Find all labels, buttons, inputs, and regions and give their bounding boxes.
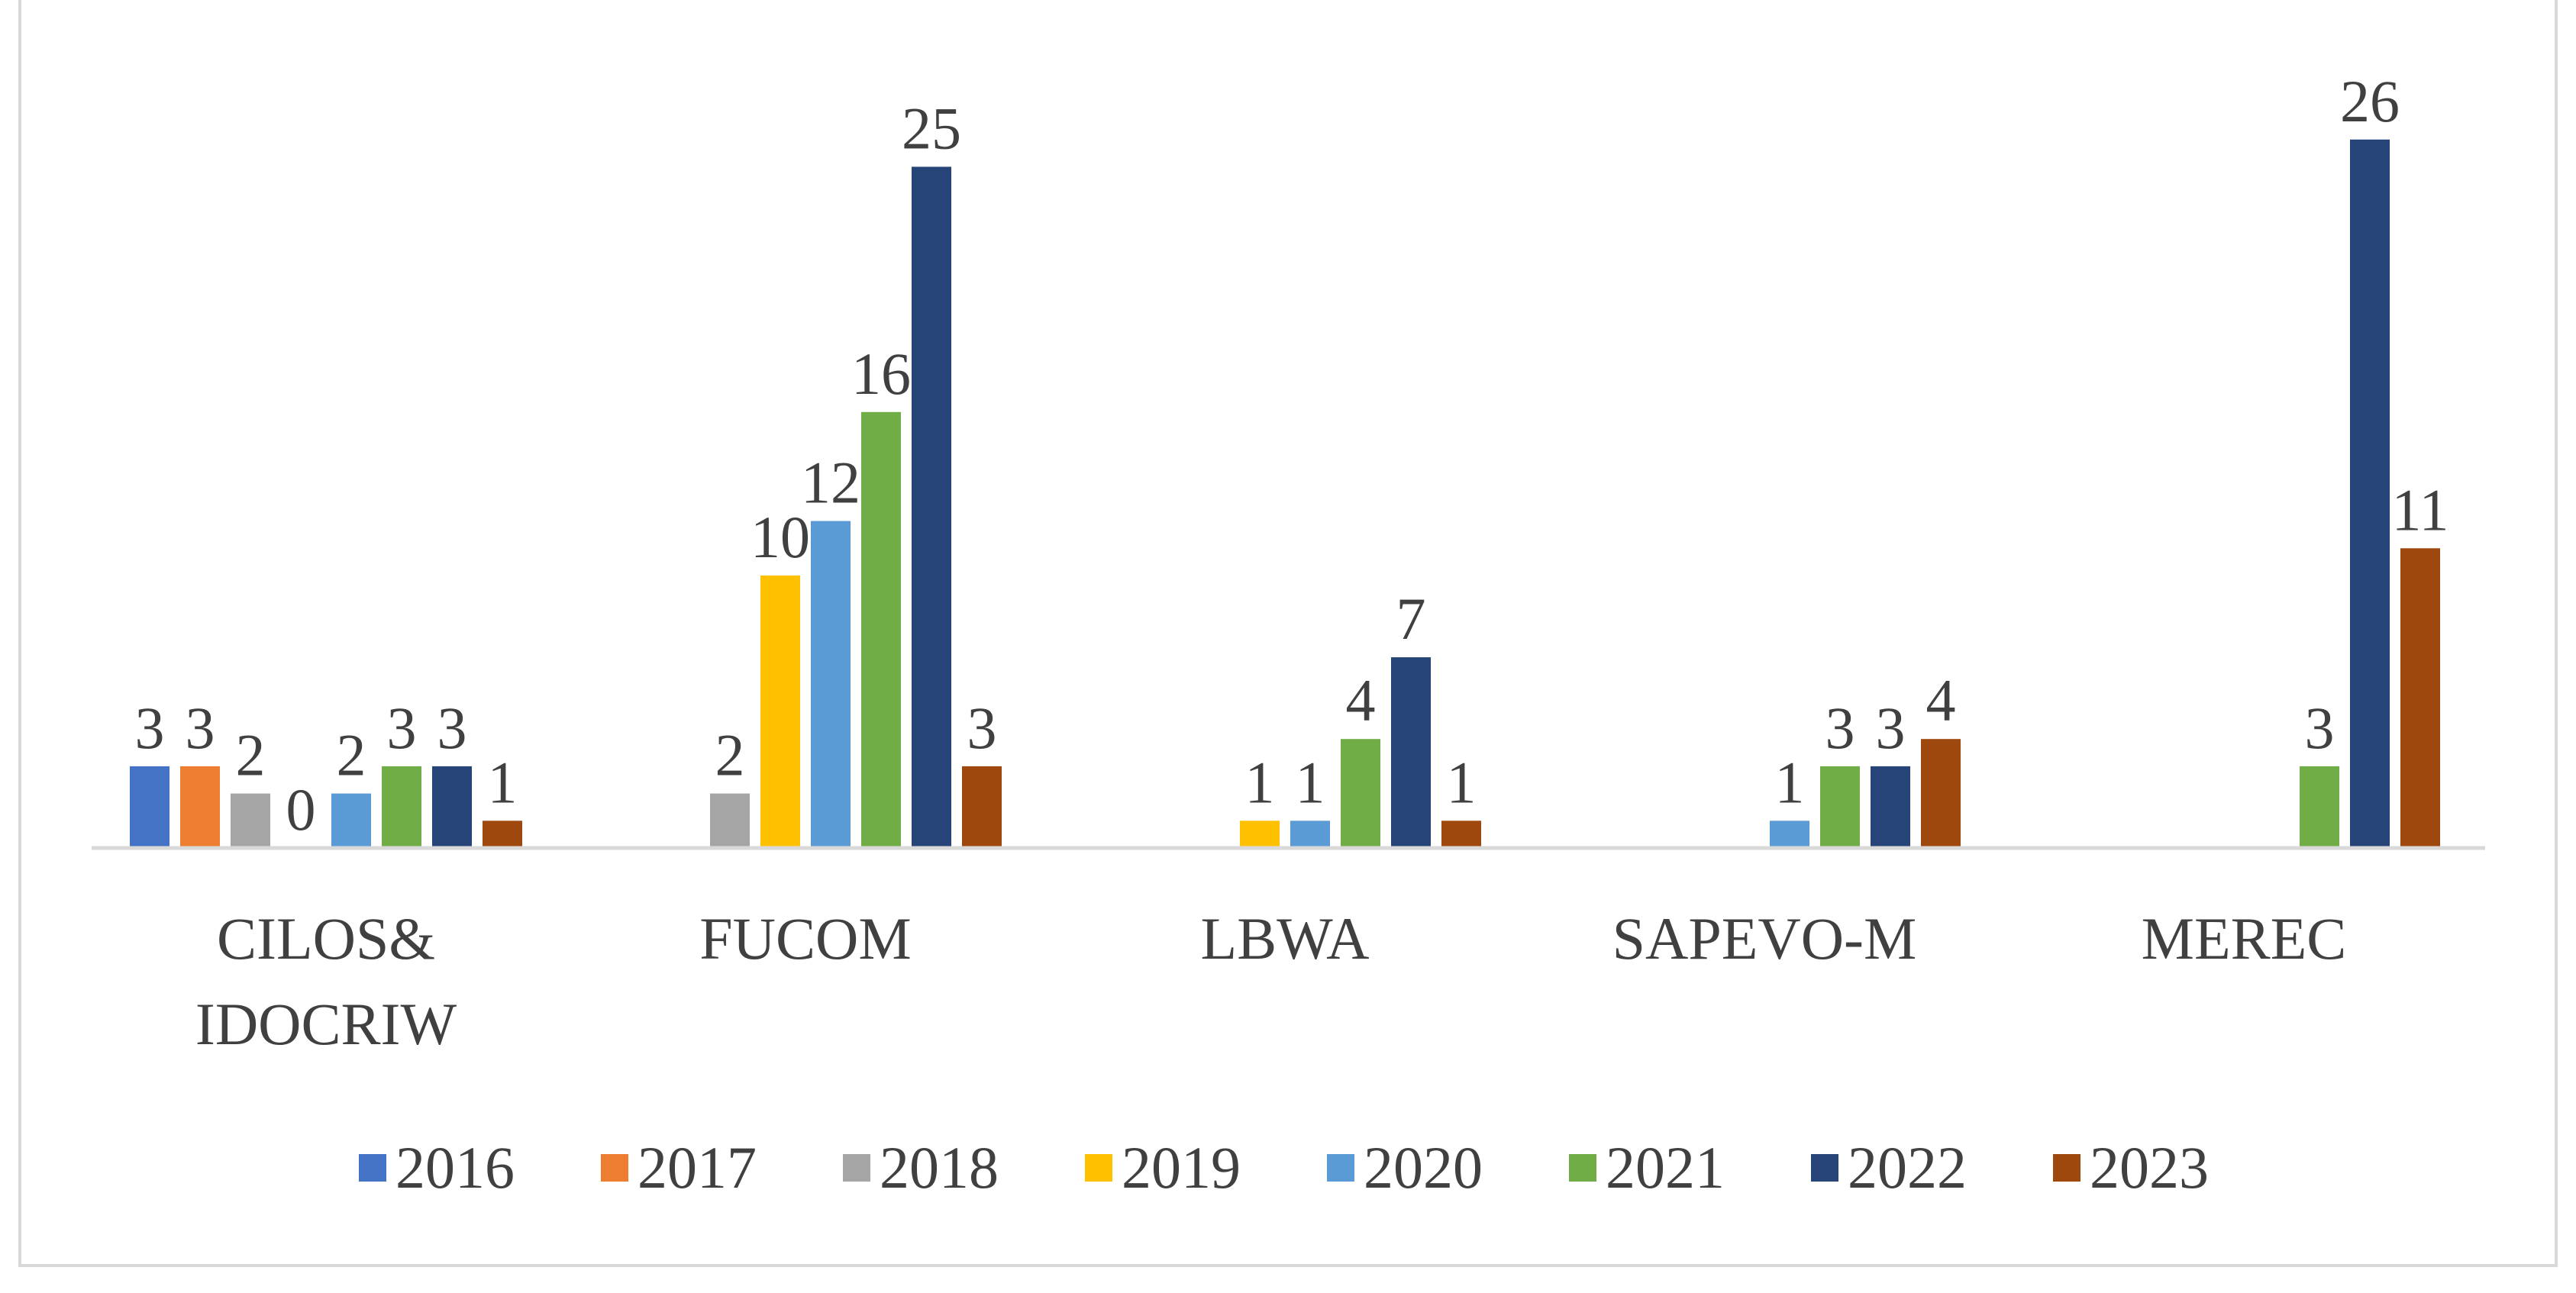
- bar-lbwa-2021: [1341, 739, 1380, 848]
- bar-fucom-2022: [912, 166, 951, 848]
- data-label-cilos-idocriw-2018: 2: [236, 722, 266, 788]
- category-label-sapevo-m: SAPEVO-M: [1612, 905, 1917, 972]
- category-label-cilos-idocriw: CILOS& IDOCRIW: [195, 905, 457, 1057]
- bar-cilos-idocriw-2016: [130, 766, 169, 848]
- data-label-sapevo-m-2022: 3: [1876, 695, 1906, 761]
- bar-merec-2021: [2300, 766, 2339, 848]
- legend-swatch-2019: [1085, 1154, 1112, 1182]
- bar-merec-2022: [2350, 139, 2390, 849]
- data-label-lbwa-2021: 4: [1346, 667, 1376, 734]
- data-label-merec-2023: 11: [2391, 476, 2448, 543]
- bar-merec-2023: [2400, 548, 2440, 848]
- data-label-sapevo-m-2021: 3: [1825, 695, 1855, 761]
- legend-item-2018: 2018: [843, 1134, 999, 1201]
- legend-item-2016: 2016: [359, 1134, 515, 1201]
- bar-sapevo-m-2023: [1921, 739, 1961, 848]
- bar-cilos-idocriw-2022: [432, 766, 472, 848]
- data-label-fucom-2023: 3: [967, 695, 997, 761]
- legend-label-2017: 2017: [638, 1134, 757, 1201]
- bar-cilos-idocriw-2021: [382, 766, 421, 848]
- bar-cilos-idocriw-2020: [331, 793, 371, 848]
- bar-cilos-idocriw-2018: [231, 793, 270, 848]
- legend-swatch-2017: [601, 1154, 628, 1182]
- data-label-cilos-idocriw-2020: 2: [337, 722, 366, 788]
- legend-item-2022: 2022: [1811, 1134, 1967, 1201]
- data-label-cilos-idocriw-2016: 3: [135, 695, 165, 761]
- bars-layer: [130, 139, 2440, 849]
- data-label-cilos-idocriw-2021: 3: [387, 695, 417, 761]
- data-label-sapevo-m-2023: 4: [1926, 667, 1956, 734]
- bar-lbwa-2019: [1240, 821, 1280, 848]
- bar-sapevo-m-2020: [1770, 821, 1809, 848]
- data-label-cilos-idocriw-2022: 3: [437, 695, 467, 761]
- bar-sapevo-m-2021: [1820, 766, 1860, 848]
- data-label-lbwa-2019: 1: [1245, 749, 1275, 815]
- legend-swatch-2022: [1811, 1154, 1838, 1182]
- bar-fucom-2020: [811, 521, 851, 848]
- data-label-fucom-2020: 12: [801, 450, 860, 516]
- data-label-fucom-2022: 25: [902, 95, 961, 162]
- data-label-fucom-2019: 10: [751, 504, 810, 570]
- category-label-lbwa: LBWA: [1201, 905, 1370, 972]
- legend-label-2022: 2022: [1848, 1134, 1967, 1201]
- data-label-fucom-2018: 2: [715, 722, 745, 788]
- legend-item-2019: 2019: [1085, 1134, 1241, 1201]
- data-label-cilos-idocriw-2017: 3: [186, 695, 215, 761]
- legend-swatch-2021: [1569, 1154, 1596, 1182]
- bar-lbwa-2020: [1290, 821, 1330, 848]
- legend-label-2019: 2019: [1122, 1134, 1241, 1201]
- legend-label-2023: 2023: [2090, 1134, 2209, 1201]
- legend-label-2018: 2018: [880, 1134, 999, 1201]
- data-label-lbwa-2023: 1: [1447, 749, 1477, 815]
- legend-label-2021: 2021: [1606, 1134, 1725, 1201]
- legend-item-2017: 2017: [601, 1134, 757, 1201]
- bar-lbwa-2023: [1441, 821, 1481, 848]
- category-label-fucom: FUCOM: [699, 905, 911, 972]
- category-label-merec: MEREC: [2142, 905, 2347, 972]
- legend-label-2020: 2020: [1364, 1134, 1483, 1201]
- data-label-cilos-idocriw-2023: 1: [488, 749, 518, 815]
- bar-fucom-2019: [760, 576, 800, 848]
- legend-item-2023: 2023: [2053, 1134, 2209, 1201]
- legend: 2016 2017 2018 2019 2020 2021 2022 2023: [359, 1134, 2209, 1201]
- legend-item-2020: 2020: [1327, 1134, 1483, 1201]
- legend-swatch-2023: [2053, 1154, 2080, 1182]
- bar-cilos-idocriw-2017: [180, 766, 220, 848]
- data-label-sapevo-m-2020: 1: [1775, 749, 1805, 815]
- data-label-fucom-2021: 16: [851, 340, 911, 407]
- bar-fucom-2023: [962, 766, 1002, 848]
- chart-frame: [18, 0, 2558, 1267]
- data-label-lbwa-2022: 7: [1396, 585, 1426, 652]
- bar-sapevo-m-2022: [1871, 766, 1910, 848]
- category-labels-layer: CILOS& IDOCRIW FUCOM LBWA SAPEVO-M MEREC: [195, 905, 2346, 1057]
- data-label-merec-2021: 3: [2305, 695, 2335, 761]
- legend-swatch-2018: [843, 1154, 870, 1182]
- legend-label-2016: 2016: [395, 1134, 515, 1201]
- data-label-merec-2022: 26: [2340, 68, 2400, 134]
- data-label-lbwa-2020: 1: [1296, 749, 1325, 815]
- legend-swatch-2020: [1327, 1154, 1354, 1182]
- bar-cilos-idocriw-2023: [483, 821, 522, 848]
- data-label-cilos-idocriw-2019: 0: [286, 776, 316, 843]
- legend-swatch-2016: [359, 1154, 386, 1182]
- legend-item-2021: 2021: [1569, 1134, 1725, 1201]
- bar-fucom-2021: [861, 411, 901, 848]
- bar-fucom-2018: [710, 793, 750, 848]
- bar-lbwa-2022: [1391, 657, 1431, 848]
